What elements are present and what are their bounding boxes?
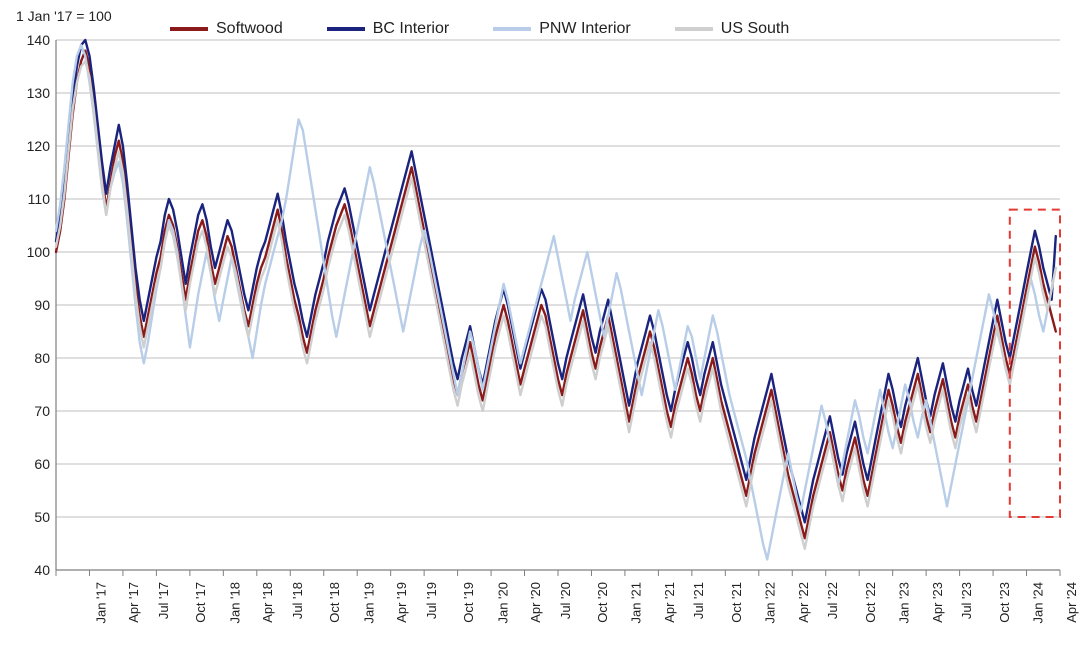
x-tick-label: Jan '22 (763, 582, 778, 624)
x-tick-label: Apr '17 (126, 582, 141, 623)
y-tick-label: 90 (16, 297, 50, 313)
x-tick-label: Apr '24 (1063, 582, 1078, 623)
x-tick-label: Jan '17 (94, 582, 109, 624)
x-tick-label: Jul '20 (558, 582, 573, 619)
x-tick-label: Jul '18 (290, 582, 305, 619)
x-tick-label: Oct '17 (193, 582, 208, 623)
y-tick-label: 40 (16, 562, 50, 578)
y-tick-label: 100 (16, 244, 50, 260)
x-tick-label: Oct '18 (327, 582, 342, 623)
y-tick-label: 50 (16, 509, 50, 525)
y-tick-label: 120 (16, 138, 50, 154)
series-line (56, 51, 1056, 539)
timeseries-chart: 1 Jan '17 = 100 SoftwoodBC InteriorPNW I… (0, 0, 1080, 662)
x-tick-label: Apr '20 (528, 582, 543, 623)
x-tick-label: Jul '23 (959, 582, 974, 619)
y-tick-label: 60 (16, 456, 50, 472)
x-tick-label: Jan '18 (227, 582, 242, 624)
x-tick-label: Jul '17 (156, 582, 171, 619)
x-tick-label: Jan '19 (361, 582, 376, 624)
x-tick-label: Jan '24 (1031, 582, 1046, 624)
x-tick-label: Oct '23 (996, 582, 1011, 623)
y-tick-label: 80 (16, 350, 50, 366)
x-tick-label: Apr '19 (394, 582, 409, 623)
x-tick-label: Oct '20 (595, 582, 610, 623)
x-tick-label: Oct '21 (729, 582, 744, 623)
x-tick-label: Jul '22 (825, 582, 840, 619)
y-tick-label: 140 (16, 32, 50, 48)
x-tick-label: Apr '22 (796, 582, 811, 623)
y-tick-label: 110 (16, 191, 50, 207)
series-line (56, 40, 1056, 522)
y-tick-label: 130 (16, 85, 50, 101)
x-tick-label: Jan '23 (897, 582, 912, 624)
x-tick-label: Oct '22 (863, 582, 878, 623)
x-tick-label: Apr '18 (260, 582, 275, 623)
x-tick-label: Apr '23 (929, 582, 944, 623)
y-tick-label: 70 (16, 403, 50, 419)
x-tick-label: Apr '21 (662, 582, 677, 623)
x-tick-label: Jan '21 (629, 582, 644, 624)
x-tick-label: Jul '19 (424, 582, 439, 619)
chart-svg (0, 0, 1080, 662)
x-tick-label: Jan '20 (495, 582, 510, 624)
x-tick-label: Oct '19 (461, 582, 476, 623)
highlight-box (1010, 210, 1060, 517)
x-tick-label: Jul '21 (692, 582, 707, 619)
series-line (56, 45, 1056, 559)
